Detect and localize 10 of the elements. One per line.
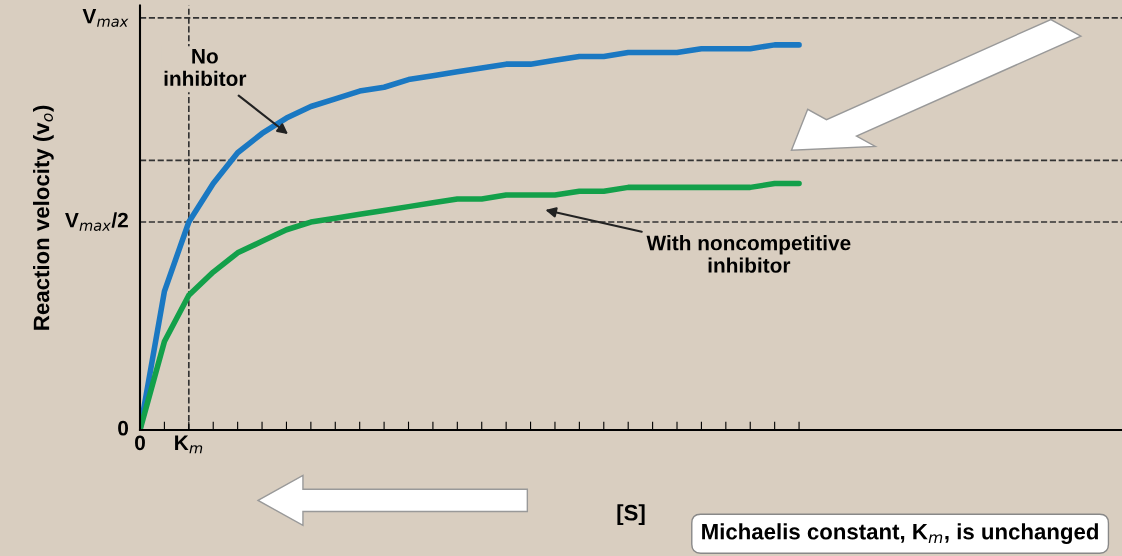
x-axis-title: [S] <box>617 504 645 525</box>
text: /2 <box>111 212 128 228</box>
x-tick-label: K$_{m}$ <box>175 435 203 454</box>
annotation: 0 <box>118 420 129 436</box>
text: Michaelis constant, K$_{m}$, is unchanged <box>702 523 1098 545</box>
annotation: With noncompetitive inhibitor <box>646 235 851 273</box>
y-axis-title: Reaction velocity (v$_{o}$) <box>33 105 54 330</box>
text: V$_{max}$ <box>65 212 111 231</box>
text: V$_{max}$ <box>82 8 129 27</box>
annotation: No inhibitor <box>164 49 247 87</box>
